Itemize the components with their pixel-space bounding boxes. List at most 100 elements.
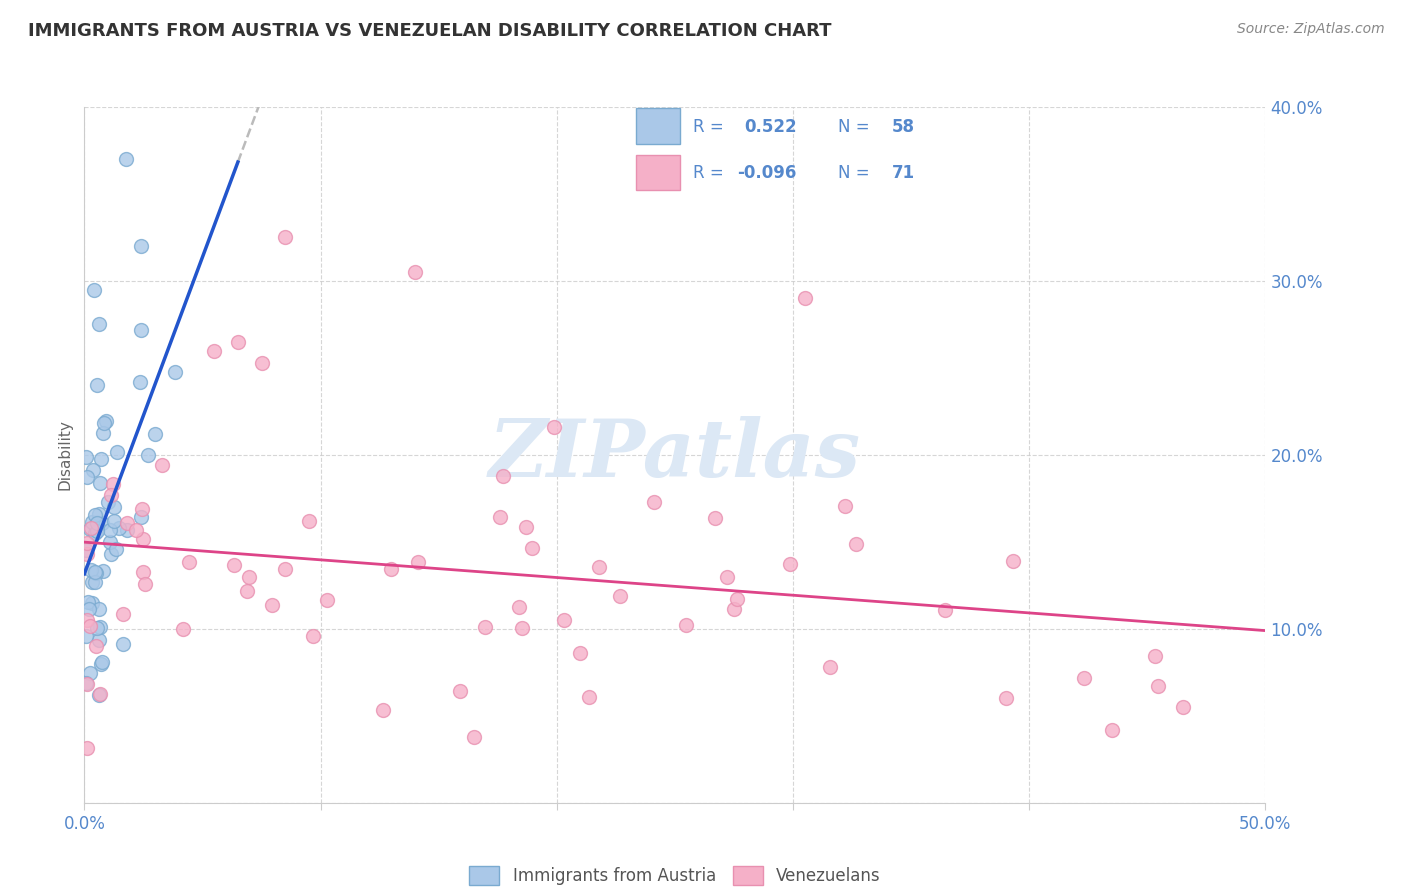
- Point: [1073, 671, 1095, 685]
- Point: [793, 291, 815, 305]
- Point: [250, 356, 273, 370]
- Point: [489, 509, 512, 524]
- Point: [371, 704, 394, 718]
- Point: [132, 532, 155, 546]
- Point: [725, 592, 748, 607]
- Point: [79, 563, 101, 577]
- Point: [114, 152, 136, 166]
- Point: [934, 603, 956, 617]
- Point: [818, 659, 841, 673]
- Point: [1171, 700, 1194, 714]
- Point: [779, 558, 801, 572]
- Point: [100, 534, 122, 549]
- Point: [90, 657, 112, 671]
- Point: [87, 632, 110, 647]
- FancyBboxPatch shape: [636, 109, 679, 145]
- Point: [90, 451, 112, 466]
- Point: [163, 365, 186, 379]
- Point: [491, 469, 513, 483]
- Point: [177, 555, 200, 569]
- Point: [132, 565, 155, 579]
- Text: N =: N =: [838, 118, 870, 136]
- Point: [91, 426, 114, 441]
- Point: [834, 499, 856, 513]
- Point: [101, 476, 124, 491]
- Point: [520, 541, 543, 556]
- Point: [75, 629, 97, 643]
- Point: [262, 598, 284, 612]
- Point: [86, 377, 108, 392]
- Point: [302, 629, 325, 643]
- Point: [105, 541, 128, 556]
- Text: R =: R =: [693, 118, 724, 136]
- Point: [315, 593, 337, 607]
- Point: [723, 602, 745, 616]
- Text: IMMIGRANTS FROM AUSTRIA VS VENEZUELAN DISABILITY CORRELATION CHART: IMMIGRANTS FROM AUSTRIA VS VENEZUELAN DI…: [28, 22, 831, 40]
- Point: [588, 560, 610, 574]
- Point: [172, 623, 194, 637]
- Point: [111, 637, 134, 651]
- Point: [449, 684, 471, 698]
- Point: [80, 521, 103, 535]
- Point: [100, 487, 122, 501]
- Point: [83, 508, 105, 522]
- Point: [463, 730, 485, 744]
- Point: [129, 323, 152, 337]
- Point: [1002, 554, 1025, 568]
- Point: [83, 283, 105, 297]
- Point: [76, 740, 98, 755]
- Point: [87, 508, 110, 522]
- Point: [86, 524, 108, 538]
- Text: N =: N =: [838, 164, 870, 182]
- Point: [80, 515, 103, 529]
- Point: [404, 265, 426, 279]
- Point: [1143, 649, 1166, 664]
- Point: [84, 640, 107, 654]
- Text: 71: 71: [893, 164, 915, 182]
- Point: [84, 566, 107, 580]
- Point: [82, 462, 104, 476]
- Text: -0.096: -0.096: [737, 164, 796, 182]
- Point: [298, 514, 321, 528]
- Point: [76, 676, 98, 690]
- Point: [89, 688, 111, 702]
- Point: [675, 617, 697, 632]
- Point: [75, 676, 97, 690]
- Point: [609, 589, 631, 603]
- Point: [94, 414, 117, 428]
- Point: [76, 535, 98, 549]
- Point: [129, 510, 152, 524]
- Point: [84, 565, 107, 579]
- Point: [82, 596, 104, 610]
- Point: [103, 514, 125, 528]
- Point: [84, 574, 107, 589]
- Point: [100, 547, 122, 561]
- Text: 58: 58: [893, 118, 915, 136]
- Point: [112, 607, 135, 621]
- Point: [115, 516, 138, 530]
- Point: [143, 426, 166, 441]
- Point: [553, 613, 575, 627]
- Point: [90, 516, 112, 530]
- Point: [125, 523, 148, 537]
- Text: R =: R =: [693, 164, 724, 182]
- Point: [76, 595, 98, 609]
- Point: [569, 646, 592, 660]
- Point: [117, 523, 139, 537]
- Point: [77, 601, 100, 615]
- Point: [131, 502, 153, 516]
- Point: [79, 665, 101, 680]
- Point: [994, 691, 1017, 706]
- FancyBboxPatch shape: [636, 154, 679, 190]
- Point: [274, 562, 297, 576]
- Point: [93, 416, 115, 430]
- Point: [474, 620, 496, 634]
- Point: [76, 469, 98, 483]
- Text: ZIPatlas: ZIPatlas: [489, 417, 860, 493]
- Point: [578, 690, 600, 705]
- Point: [543, 419, 565, 434]
- Point: [129, 239, 152, 253]
- Point: [89, 620, 111, 634]
- Point: [76, 613, 98, 627]
- Point: [108, 521, 131, 535]
